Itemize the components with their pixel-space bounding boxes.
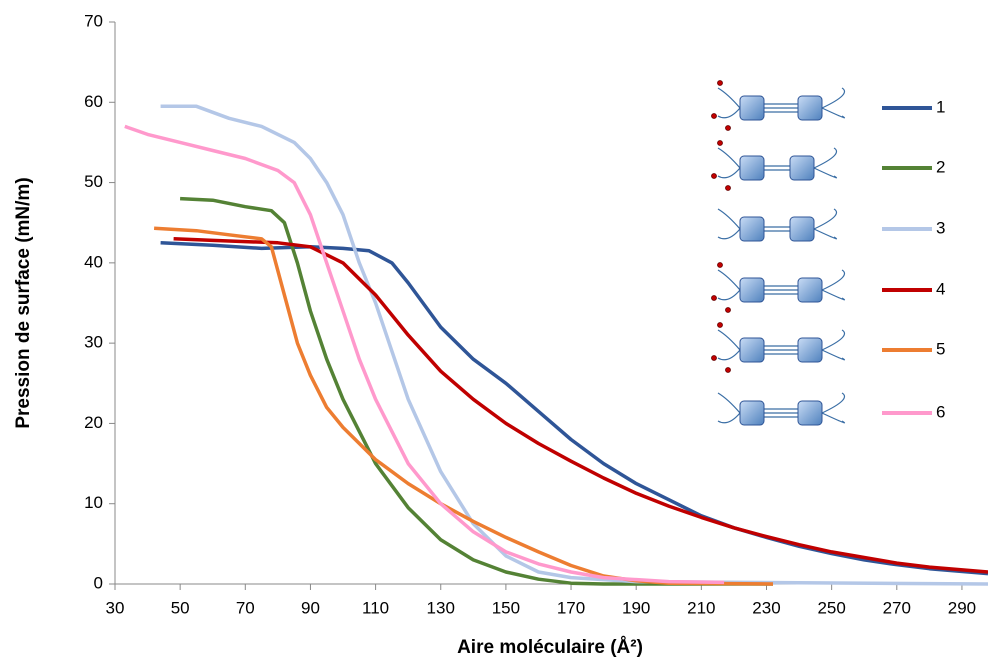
y-tick-label: 50	[84, 172, 103, 191]
legend-icon	[711, 80, 846, 131]
series-line	[180, 196, 773, 586]
icon-cube	[789, 216, 815, 242]
icon-chain	[717, 349, 741, 361]
icon-chain	[717, 269, 741, 291]
icon-cube	[797, 400, 823, 426]
icon-chain	[821, 107, 846, 119]
icon-chain	[821, 412, 846, 424]
legend-label: 3	[936, 218, 945, 237]
icon-dot	[717, 322, 723, 328]
icon-chain	[813, 228, 838, 240]
icon-chain	[717, 412, 741, 424]
icon-chain	[821, 392, 846, 414]
x-tick-label: 30	[106, 598, 125, 617]
icon-dot	[711, 173, 717, 179]
y-tick-label: 20	[84, 413, 103, 432]
y-axis-title: Pression de surface (mN/m)	[13, 177, 34, 428]
x-axis-title: Aire moléculaire (Å²)	[457, 637, 643, 658]
legend-label: 1	[936, 97, 945, 116]
legend-label: 4	[936, 279, 945, 298]
icon-cube	[739, 216, 765, 242]
icon-cube	[797, 95, 823, 121]
icon-dot	[711, 295, 717, 301]
icon-chain	[717, 167, 741, 179]
icon-chain	[717, 289, 741, 301]
icon-cube	[739, 277, 765, 303]
icon-chain	[717, 329, 741, 351]
y-tick-label: 40	[84, 252, 103, 271]
icon-cube	[739, 155, 765, 181]
icon-dot	[725, 307, 731, 313]
x-tick-label: 290	[948, 598, 976, 617]
icon-chain	[717, 392, 741, 414]
icon-chain	[717, 147, 741, 169]
icon-chain	[717, 107, 741, 119]
icon-chain	[821, 87, 846, 109]
y-tick-label: 30	[84, 333, 103, 352]
icon-dot	[725, 367, 731, 373]
x-tick-label: 150	[492, 598, 520, 617]
icon-dot	[725, 125, 731, 131]
x-tick-label: 50	[171, 598, 190, 617]
x-tick-label: 210	[687, 598, 715, 617]
icon-chain	[717, 87, 741, 109]
icon-cube	[739, 400, 765, 426]
y-tick-label: 70	[84, 11, 103, 30]
y-tick-label: 60	[84, 92, 103, 111]
legend-label: 6	[936, 402, 945, 421]
icon-chain	[821, 289, 846, 301]
icon-chain	[813, 208, 838, 230]
x-tick-label: 250	[817, 598, 845, 617]
icon-dot	[717, 140, 723, 146]
legend-label: 2	[936, 157, 945, 176]
x-tick-label: 70	[236, 598, 255, 617]
icon-cube	[797, 337, 823, 363]
x-tick-label: 130	[427, 598, 455, 617]
y-tick-label: 0	[94, 573, 103, 592]
icon-chain	[717, 208, 741, 230]
icon-dot	[725, 185, 731, 191]
icon-dot	[717, 80, 723, 86]
x-tick-label: 190	[622, 598, 650, 617]
icon-chain	[821, 349, 846, 361]
x-tick-label: 270	[883, 598, 911, 617]
legend-icon	[711, 262, 846, 313]
x-tick-label: 230	[752, 598, 780, 617]
icon-chain	[813, 167, 838, 179]
icon-cube	[797, 277, 823, 303]
x-tick-label: 90	[301, 598, 320, 617]
icon-chain	[813, 147, 838, 169]
legend-icon	[711, 322, 846, 373]
icon-cube	[789, 155, 815, 181]
series-line	[154, 226, 774, 586]
legend-icons	[711, 80, 846, 426]
series-line	[173, 237, 988, 574]
legend-icon	[717, 392, 846, 426]
legend-icon	[717, 208, 838, 242]
icon-dot	[711, 113, 717, 119]
icon-dot	[717, 262, 723, 268]
legend-label: 5	[936, 339, 945, 358]
series-line	[124, 124, 725, 585]
x-tick-label: 110	[362, 598, 389, 617]
icon-chain	[821, 329, 846, 351]
icon-cube	[739, 95, 765, 121]
x-tick-label: 170	[557, 598, 585, 617]
icon-chain	[821, 269, 846, 291]
y-tick-label: 10	[84, 493, 103, 512]
icon-chain	[717, 228, 741, 240]
icon-cube	[739, 337, 765, 363]
series-line	[160, 104, 988, 586]
legend-icon	[711, 140, 838, 191]
icon-dot	[711, 355, 717, 361]
